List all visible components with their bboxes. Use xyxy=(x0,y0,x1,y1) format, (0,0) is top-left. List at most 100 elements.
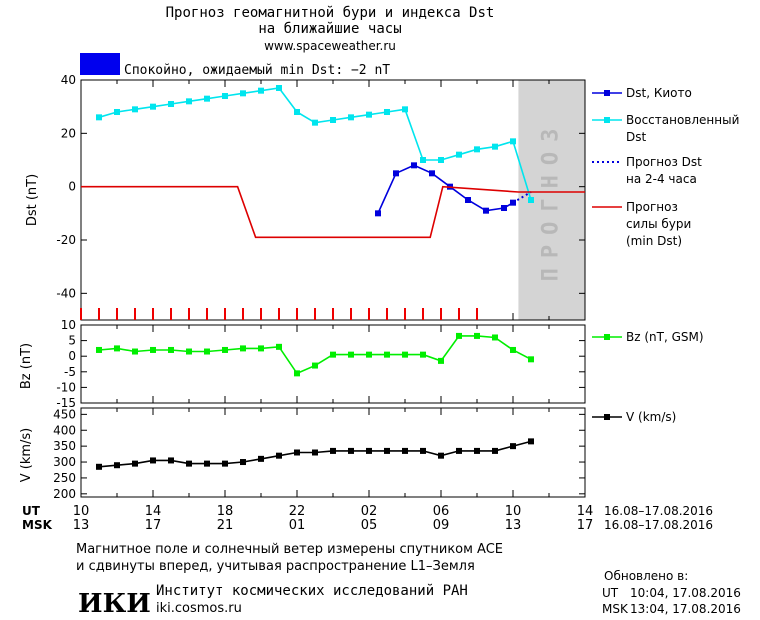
y-tick-label: -15 xyxy=(56,396,76,410)
data-point xyxy=(276,452,282,459)
data-point xyxy=(528,438,534,445)
data-point xyxy=(222,460,228,467)
v-panel: 450 400 350 300 250 200 V (km/s) xyxy=(19,407,586,501)
forecast-region-label: ПРОГНОЗ xyxy=(539,119,564,282)
website-link[interactable]: www.spaceweather.ru xyxy=(264,39,396,53)
data-point xyxy=(510,443,516,450)
y-tick-label: 300 xyxy=(53,455,76,469)
data-point xyxy=(240,90,246,97)
data-point xyxy=(312,119,318,126)
data-point xyxy=(150,103,156,110)
data-point xyxy=(483,207,489,214)
data-point xyxy=(420,447,426,454)
legend-label: V (km/s) xyxy=(626,410,676,424)
y-axis-label: V (km/s) xyxy=(19,428,34,483)
data-point xyxy=(510,346,516,353)
legend-label: Dst, Киото xyxy=(626,86,692,100)
updated-ut-label: UT xyxy=(602,586,619,600)
footer-note-line2: и сдвинуты вперед, учитывая распростране… xyxy=(76,559,475,574)
legend: Dst, Киото Восстановленный Dst Прогноз Dst н… xyxy=(592,86,739,424)
data-point xyxy=(456,151,462,158)
data-point xyxy=(258,455,264,462)
data-point xyxy=(528,356,534,363)
legend-label: Bz (nT, GSM) xyxy=(626,330,704,344)
msk-tick-label: 13 xyxy=(505,518,522,533)
data-point xyxy=(222,346,228,353)
data-point xyxy=(438,452,444,459)
data-point xyxy=(492,447,498,454)
data-point xyxy=(204,460,210,467)
bz-panel: 10 50 -5-10 -15 Bz (nT) xyxy=(19,318,586,410)
data-point xyxy=(366,111,372,118)
legend-marker xyxy=(604,414,610,420)
y-tick-label: -40 xyxy=(56,286,76,300)
legend-marker xyxy=(604,117,610,123)
data-point xyxy=(402,351,408,358)
legend-marker xyxy=(604,90,610,96)
data-point xyxy=(465,197,471,203)
y-tick-label: 0 xyxy=(68,349,76,363)
data-point xyxy=(276,85,282,91)
data-point xyxy=(330,447,336,454)
data-point xyxy=(312,449,318,456)
institute-logo: ИКИ xyxy=(78,589,151,619)
data-point xyxy=(132,348,138,355)
data-point xyxy=(429,170,435,177)
data-point xyxy=(204,95,210,102)
legend-label: Прогноз xyxy=(626,200,678,214)
y-tick-label: 200 xyxy=(53,487,76,501)
legend-label: силы бури xyxy=(626,217,691,231)
dst-panel: ПРОГНОЗ 40 20 0 -20 -40 Dst (nT) xyxy=(25,73,586,321)
data-point xyxy=(420,157,426,163)
data-point xyxy=(204,348,210,355)
y-tick-label: 450 xyxy=(53,407,76,421)
msk-date-range: 16.08–17.08.2016 xyxy=(604,518,713,532)
y-tick-label: 400 xyxy=(53,423,76,437)
msk-tick-label: 17 xyxy=(577,518,594,533)
data-point xyxy=(384,351,390,358)
data-point xyxy=(132,106,138,113)
y-tick-label: 40 xyxy=(61,73,76,87)
series-line xyxy=(81,185,585,239)
data-point xyxy=(474,447,480,454)
x-axis-ticks: 10 14 18 22 02 06 10 14 13 17 21 01 05 09 13 17 xyxy=(73,504,594,533)
legend-label: Прогноз Dst xyxy=(626,155,702,169)
data-point xyxy=(186,348,192,355)
data-point xyxy=(411,162,417,169)
ut-tick-label: 18 xyxy=(217,504,234,519)
data-point xyxy=(168,101,174,107)
institute-url[interactable]: iki.cosmos.ru xyxy=(156,601,242,616)
data-point xyxy=(474,146,480,153)
y-tick-label: -10 xyxy=(56,380,76,394)
y-axis-label: Bz (nT) xyxy=(19,343,34,389)
data-point xyxy=(510,138,516,145)
panel-frame xyxy=(80,79,586,321)
y-tick-label: -20 xyxy=(56,233,76,247)
data-point xyxy=(258,87,264,94)
institute-name: Институт космических исследований РАН xyxy=(156,583,468,599)
data-point xyxy=(168,346,174,353)
data-point xyxy=(438,157,444,163)
updated-ut-value: 10:04, 17.08.2016 xyxy=(630,586,741,600)
data-point xyxy=(330,117,336,123)
data-point xyxy=(384,109,390,115)
data-point xyxy=(96,114,102,121)
msk-tick-label: 21 xyxy=(217,518,234,533)
y-tick-label: 5 xyxy=(68,334,76,348)
y-tick-label: -5 xyxy=(64,365,76,379)
data-point xyxy=(384,447,390,454)
data-point xyxy=(375,210,381,217)
data-point xyxy=(348,447,354,454)
y-axis-label: Dst (nT) xyxy=(25,174,40,226)
y-tick-label: 20 xyxy=(61,126,76,140)
ut-tick-label: 14 xyxy=(145,504,162,519)
series-line xyxy=(512,191,532,204)
data-point xyxy=(366,447,372,454)
ut-tick-label: 14 xyxy=(577,504,594,519)
data-point xyxy=(474,332,480,339)
status-swatch xyxy=(80,53,120,75)
data-point xyxy=(294,109,300,115)
data-point xyxy=(114,109,120,115)
